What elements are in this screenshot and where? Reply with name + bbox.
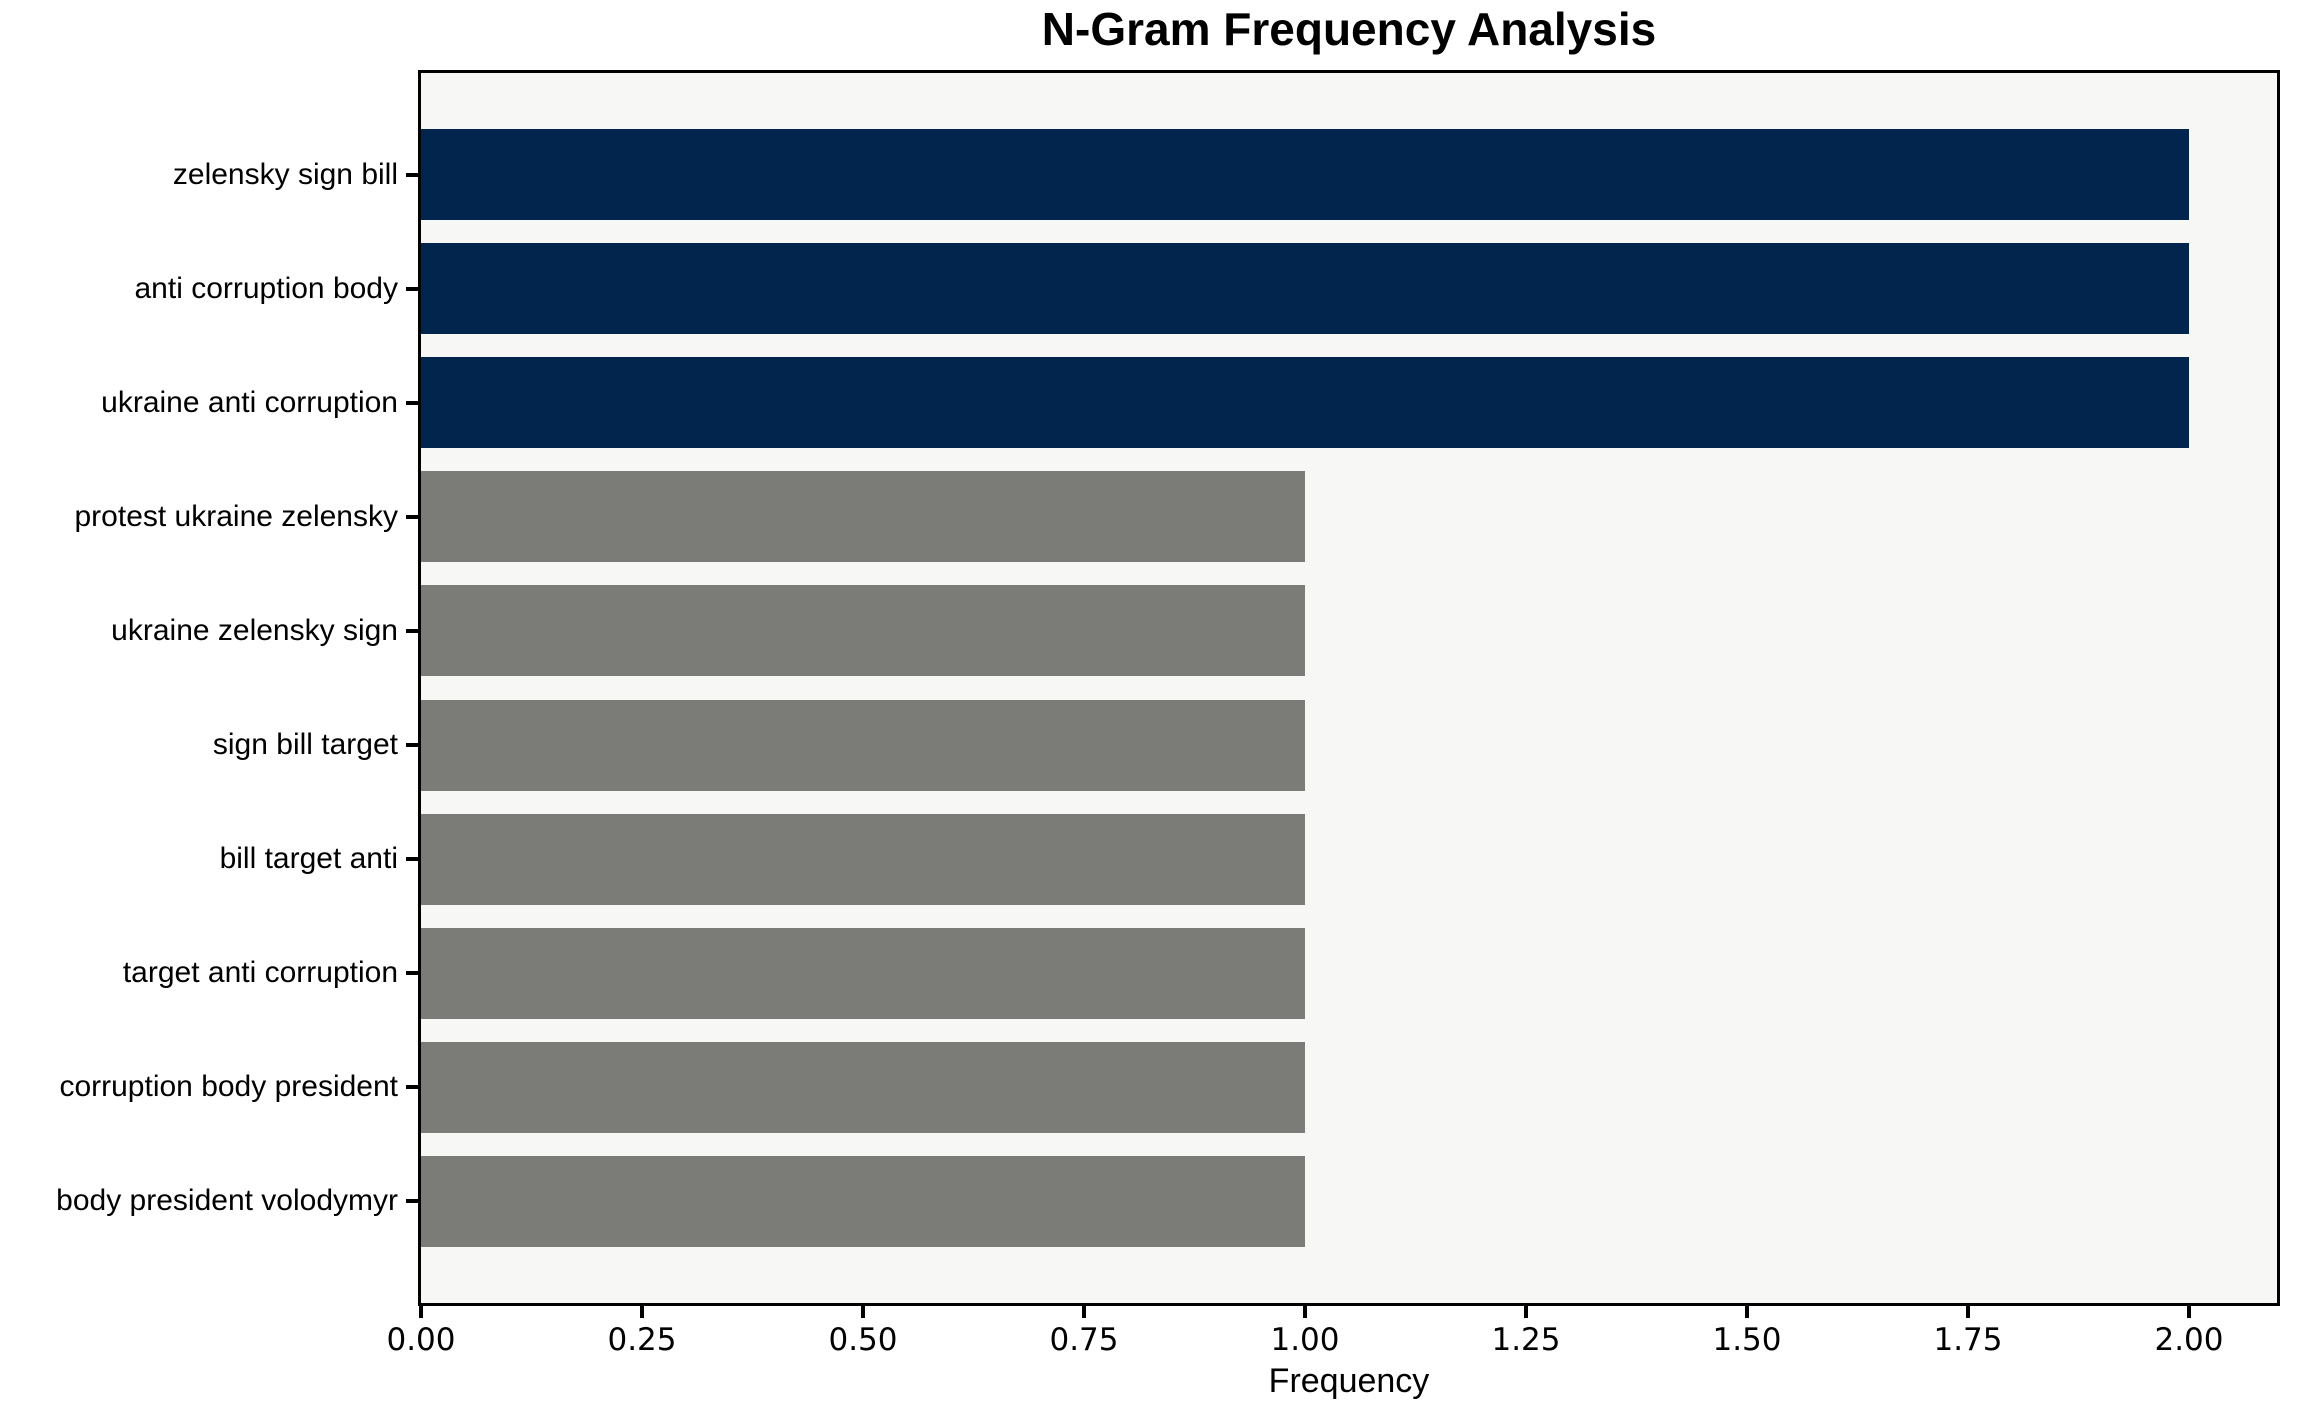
x-tick-label: 1.50 <box>1712 1322 1782 1358</box>
x-tick-mark <box>1303 1304 1307 1318</box>
x-tick-mark <box>1524 1304 1528 1318</box>
y-tick-mark <box>406 1199 418 1203</box>
x-tick-label: 1.25 <box>1491 1322 1561 1358</box>
chart-bar <box>421 585 1305 676</box>
y-tick-mark <box>406 173 418 177</box>
x-tick-label: 2.00 <box>2154 1322 2224 1358</box>
y-tick-mark <box>406 971 418 975</box>
x-tick-mark <box>2187 1304 2191 1318</box>
y-category-label: protest ukraine zelensky <box>74 500 399 533</box>
chart-bar <box>421 129 2189 220</box>
x-tick-mark <box>419 1304 423 1318</box>
y-tick-mark <box>406 1085 418 1089</box>
x-tick-mark <box>1745 1304 1749 1318</box>
x-tick-label: 0.00 <box>386 1322 456 1358</box>
y-tick-mark <box>406 287 418 291</box>
y-category-label: body president volodymyr <box>56 1184 398 1217</box>
x-tick-mark <box>640 1304 644 1318</box>
chart-bar <box>421 357 2189 448</box>
y-category-label: target anti corruption <box>122 956 398 989</box>
y-category-label: sign bill target <box>212 728 398 761</box>
x-axis-label: Frequency <box>1268 1362 1430 1400</box>
y-category-label: corruption body president <box>59 1070 398 1103</box>
chart-bar <box>421 814 1305 905</box>
chart-title: N-Gram Frequency Analysis <box>1041 3 1657 55</box>
x-tick-label: 1.75 <box>1933 1322 2003 1358</box>
y-tick-mark <box>406 629 418 633</box>
chart-bar <box>421 243 2189 334</box>
chart-bar <box>421 928 1305 1019</box>
x-tick-label: 0.25 <box>607 1322 677 1358</box>
x-tick-label: 1.00 <box>1270 1322 1340 1358</box>
y-category-label: ukraine zelensky sign <box>111 614 398 647</box>
chart-bar <box>421 1156 1305 1247</box>
plot-area <box>418 70 2280 1306</box>
y-tick-mark <box>406 857 418 861</box>
x-tick-mark <box>1966 1304 1970 1318</box>
y-tick-mark <box>406 743 418 747</box>
x-tick-mark <box>861 1304 865 1318</box>
y-category-label: zelensky sign bill <box>172 158 398 191</box>
y-category-label: anti corruption body <box>134 272 399 305</box>
chart-bar <box>421 1042 1305 1133</box>
y-tick-mark <box>406 515 418 519</box>
y-category-label: ukraine anti corruption <box>101 386 398 419</box>
x-tick-label: 0.75 <box>1049 1322 1119 1358</box>
x-tick-label: 0.50 <box>828 1322 898 1358</box>
y-category-label: bill target anti <box>219 842 398 875</box>
chart-bar <box>421 471 1305 562</box>
x-tick-mark <box>1082 1304 1086 1318</box>
y-tick-mark <box>406 401 418 405</box>
chart-bar <box>421 700 1305 791</box>
